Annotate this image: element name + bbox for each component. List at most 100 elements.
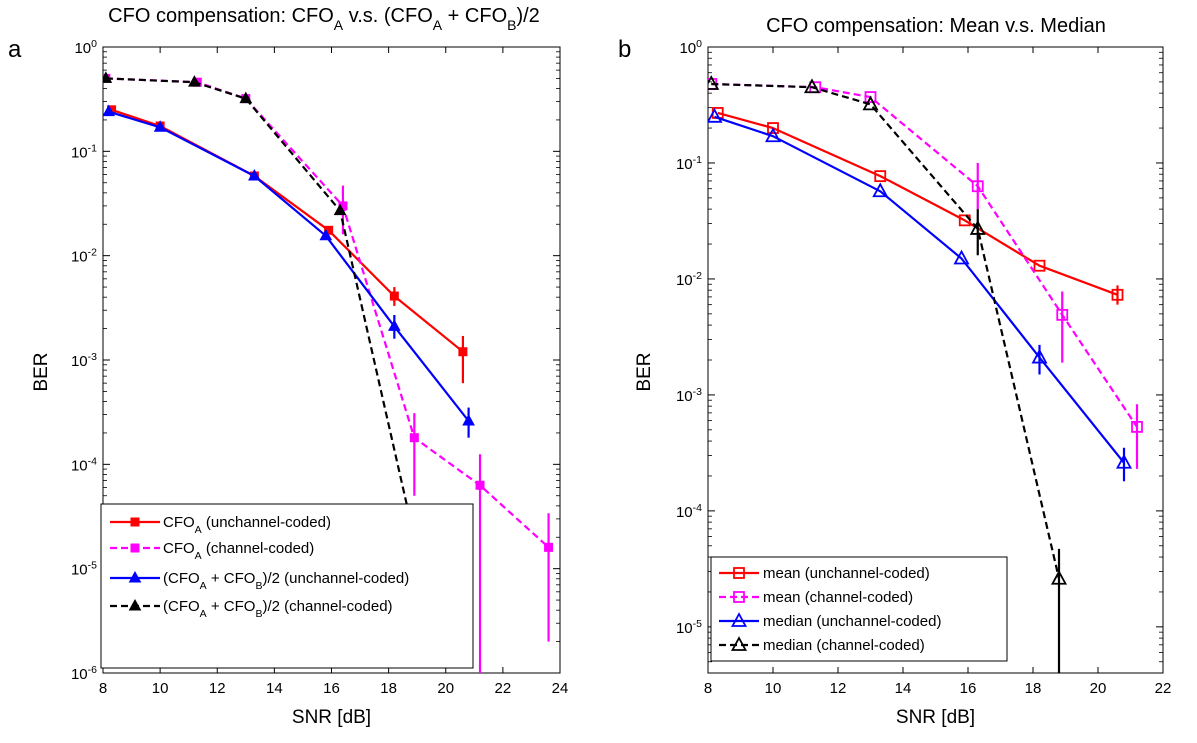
- chart-title: CFO compensation: CFOA v.s. (CFOA + CFOB…: [108, 5, 540, 33]
- x-tick-label: 10: [765, 680, 782, 697]
- data-point: [188, 75, 201, 87]
- series-line: [711, 82, 1061, 579]
- data-point: [708, 75, 720, 90]
- data-point: [864, 91, 877, 103]
- y-tick-label: 10-5: [71, 560, 97, 579]
- data-point: [767, 122, 779, 134]
- data-point: [103, 104, 116, 117]
- data-point: [874, 170, 887, 183]
- y-tick-label: 10-3: [71, 351, 97, 370]
- data-point: [103, 71, 113, 83]
- data-point: [872, 182, 889, 198]
- data-point: [319, 228, 333, 241]
- x-tick-label: 14: [266, 680, 283, 697]
- chart-title: CFO compensation: Mean v.s. Median: [766, 15, 1106, 37]
- panel-b: b CFO compensation: Mean v.s. Median 8 10 12…: [618, 15, 1171, 728]
- x-tick-label: 8: [99, 680, 107, 697]
- series-1: [107, 105, 468, 384]
- panel-letter: a: [8, 36, 22, 63]
- data-point: [389, 291, 399, 301]
- data-point: [409, 433, 419, 443]
- y-axis-label: BER: [31, 352, 52, 391]
- series-3: [708, 107, 1133, 482]
- series-line: [108, 110, 470, 422]
- x-tick-label: 14: [895, 680, 912, 697]
- legend-label: median (channel-coded): [763, 637, 925, 654]
- x-tick-label: 22: [1155, 680, 1172, 697]
- y-tick-label: 10-3: [676, 386, 702, 405]
- legend-box: [710, 556, 1008, 662]
- legend-label: (CFOA + CFOB)/2 (unchannel-coded): [163, 570, 409, 592]
- y-tick-label: 100: [74, 38, 97, 57]
- x-axis-label: SNR [dB]: [292, 707, 371, 728]
- data-point: [153, 120, 167, 132]
- data-point: [708, 107, 723, 123]
- data-point: [475, 480, 485, 490]
- plot-area: [708, 75, 1143, 673]
- panel-letter: b: [618, 36, 631, 63]
- data-point: [1111, 288, 1124, 301]
- x-tick-label: 18: [1025, 680, 1042, 697]
- legend-marker: [130, 543, 140, 553]
- x-tick-label: 20: [1090, 680, 1107, 697]
- series-line: [105, 77, 550, 549]
- x-tick-label: 10: [152, 680, 169, 697]
- data-point: [248, 168, 261, 181]
- series-4: [103, 71, 418, 543]
- data-point: [764, 127, 782, 143]
- legend-label: median (unchannel-coded): [763, 613, 941, 630]
- data-point: [1033, 259, 1046, 272]
- legend-label: CFOA (channel-coded): [163, 540, 314, 562]
- x-tick-label: 12: [830, 680, 847, 697]
- series-3: [103, 104, 475, 438]
- data-point: [387, 319, 401, 331]
- x-tick-label: 20: [437, 680, 454, 697]
- legend: mean (unchannel-coded) mean (channel-code…: [710, 556, 1008, 662]
- legend-marker: [730, 636, 748, 651]
- data-point: [862, 95, 879, 111]
- data-point: [333, 203, 347, 216]
- x-axis-label: SNR [dB]: [896, 707, 975, 728]
- data-point: [1031, 348, 1048, 364]
- data-point: [458, 347, 468, 357]
- legend-label: mean (channel-coded): [763, 589, 913, 606]
- x-tick-label: 16: [960, 680, 977, 697]
- y-tick-label: 10-2: [676, 270, 702, 289]
- y-tick-label: 10-1: [71, 142, 97, 161]
- data-point: [1050, 569, 1068, 585]
- plot-area: [103, 71, 554, 673]
- series-line: [717, 111, 1118, 296]
- panel-a: a CFO compensation: CFOA v.s. (CFOA + CFO…: [8, 5, 568, 728]
- data-point: [953, 249, 970, 265]
- x-tick-label: 24: [552, 680, 569, 697]
- series-line: [714, 115, 1125, 464]
- legend-marker: [730, 612, 748, 627]
- x-tick-label: 8: [704, 680, 712, 697]
- y-tick-label: 100: [679, 38, 702, 57]
- series-2: [708, 78, 1143, 469]
- legend-box: [100, 503, 474, 669]
- legend-marker: [733, 567, 745, 579]
- series-line: [105, 77, 413, 526]
- data-point: [1131, 420, 1143, 433]
- series-4: [708, 75, 1068, 673]
- legend-marker: [128, 598, 142, 611]
- data-point: [803, 78, 821, 94]
- legend-marker: [128, 570, 142, 583]
- y-tick-label: 10-2: [71, 247, 97, 266]
- legend-marker: [130, 517, 140, 527]
- y-tick-label: 10-1: [676, 154, 702, 173]
- y-tick-label: 10-4: [676, 502, 702, 521]
- series-line: [711, 82, 1138, 428]
- y-tick-label: 10-4: [71, 455, 97, 474]
- legend-label: (CFOA + CFOB)/2 (channel-coded): [163, 598, 393, 620]
- x-tick-label: 22: [495, 680, 512, 697]
- data-point: [1115, 453, 1133, 469]
- data-point: [971, 180, 984, 193]
- data-point: [1056, 308, 1069, 321]
- x-tick-label: 18: [380, 680, 397, 697]
- data-point: [462, 414, 475, 426]
- y-tick-label: 10-6: [71, 664, 97, 683]
- series-line: [111, 108, 464, 353]
